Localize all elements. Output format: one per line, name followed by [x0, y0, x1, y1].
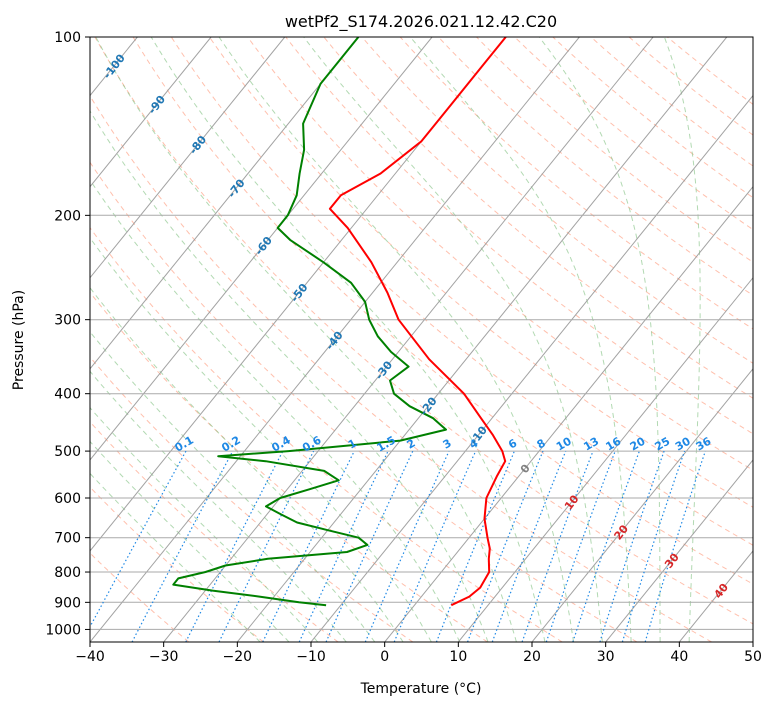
mixing-ratio-line [393, 450, 477, 642]
x-tick-label: 10 [449, 649, 467, 665]
dry-adiabat [90, 95, 712, 642]
series-layer [172, 37, 507, 607]
isotherm [90, 37, 433, 461]
mixing-ratio-line [466, 450, 544, 642]
isotherm [384, 185, 753, 642]
mixing-ratio-line [90, 450, 187, 628]
dewpoint-line [172, 37, 447, 607]
moist-adiabat [409, 37, 632, 642]
background-lines [90, 37, 753, 642]
isotherm [163, 37, 654, 642]
dry-adiabat [438, 37, 753, 296]
mixing-ratio-line [521, 450, 594, 642]
moist-adiabat [663, 37, 701, 642]
y-tick-label: 400 [54, 387, 81, 403]
isotherm [605, 459, 753, 642]
mixing-ratio-line [491, 450, 567, 642]
moist-adiabat [538, 37, 661, 642]
dry-adiabat [323, 37, 753, 399]
x-tick-label: −10 [296, 649, 326, 665]
x-tick-label: −30 [149, 649, 179, 665]
moist-adiabat [90, 286, 404, 642]
dry-adiabat [94, 37, 753, 625]
isotherm [90, 37, 212, 188]
moist-adiabat [90, 472, 261, 642]
plot-frame [89, 36, 754, 643]
temperature-line [328, 37, 507, 607]
x-tick-label: 20 [523, 649, 541, 665]
x-tick-label: −40 [75, 649, 105, 665]
mixing-ratio-line [621, 450, 686, 642]
isotherm [457, 276, 753, 642]
moist-adiabat [90, 179, 461, 642]
moist-adiabat [90, 331, 376, 642]
dry-adiabat [90, 291, 488, 642]
moist-adiabat [90, 110, 489, 642]
y-tick-label: 700 [54, 531, 81, 547]
isotherm [90, 37, 359, 370]
mixing-ratio-line [435, 450, 515, 642]
dry-adiabat [170, 37, 753, 546]
mixing-ratio-line [131, 450, 234, 642]
y-tick-label: 200 [54, 208, 81, 224]
y-tick-label: 500 [54, 444, 81, 460]
dry-adiabat [90, 356, 414, 642]
isotherm [236, 37, 728, 642]
chart-title: wetPf2_S174.2026.021.12.42.C20 [285, 12, 557, 32]
y-tick-label: 100 [54, 30, 81, 46]
dry-adiabat [132, 37, 753, 585]
dry-adiabat [208, 37, 753, 508]
mixing-ratio-line [545, 450, 616, 642]
y-axis: 100 200 300 400 500 600 700 800 900 1000 [45, 30, 90, 638]
dry-adiabat [90, 161, 638, 642]
isotherm [310, 94, 753, 642]
x-tick-label: 40 [670, 649, 688, 665]
y-tick-label: 900 [54, 595, 81, 611]
y-tick-label: 800 [54, 565, 81, 581]
y-tick-label: 1000 [45, 622, 81, 638]
mixing-ratio-line [599, 450, 665, 642]
x-tick-label: 50 [744, 649, 762, 665]
mixing-ratio-line [644, 450, 706, 642]
y-tick-label: 300 [54, 313, 81, 329]
x-tick-label: −20 [223, 649, 253, 665]
mixing-ratio-line [185, 450, 284, 642]
x-axis-label: Temperature (°C) [360, 681, 482, 697]
moist-adiabat [150, 37, 546, 642]
dry-adiabat [247, 37, 753, 471]
x-tick-label: 30 [597, 649, 615, 665]
dry-adiabat [90, 552, 190, 642]
mixing-ratio-line [364, 450, 450, 642]
dry-adiabat [90, 486, 264, 642]
x-axis: −40 −30 −20 −10 0 10 20 30 40 50 [75, 642, 762, 665]
mixing-ratio-line [572, 450, 640, 642]
x-tick-label: 0 [380, 649, 389, 665]
isotherm [90, 37, 580, 642]
dry-adiabat [361, 37, 753, 364]
isotherm [90, 37, 286, 279]
y-tick-label: 600 [54, 491, 81, 507]
y-axis-label: Pressure (hPa) [11, 290, 27, 390]
isotherm [531, 368, 753, 642]
moist-adiabat [218, 37, 575, 642]
moist-adiabat [303, 37, 603, 642]
